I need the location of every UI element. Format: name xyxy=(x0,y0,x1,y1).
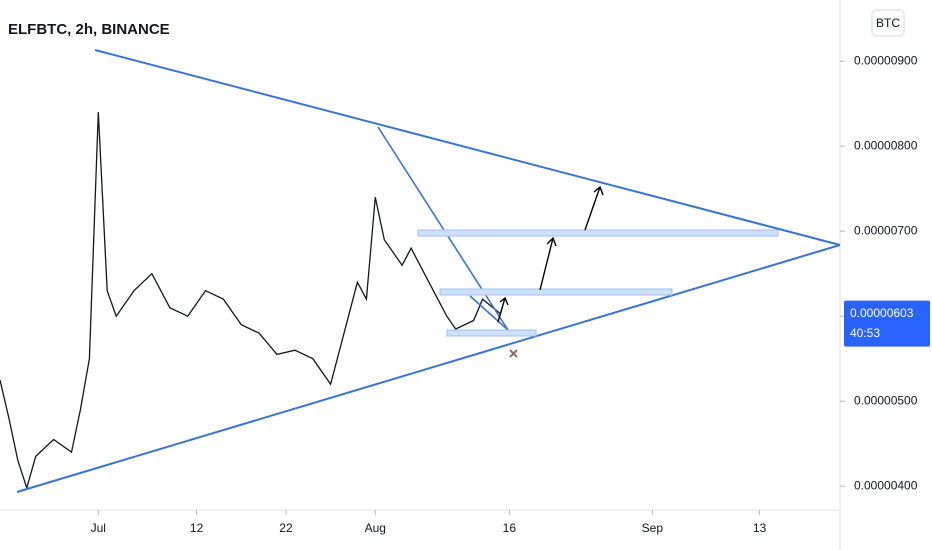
zone xyxy=(417,229,779,237)
arrow xyxy=(584,185,604,231)
x-tick-label: 12 xyxy=(190,521,204,535)
x-tick-label: 16 xyxy=(503,521,517,535)
zone xyxy=(439,288,673,296)
currency-button[interactable] xyxy=(871,9,905,37)
x-tick-label: 13 xyxy=(753,521,767,535)
drawings xyxy=(16,49,841,493)
x-tick-label: Jul xyxy=(91,521,106,535)
x-tick-label: Aug xyxy=(365,521,386,535)
arrows xyxy=(497,185,604,323)
y-tick-label: 0.00000500 xyxy=(854,393,918,407)
y-tick-label: 0.00000800 xyxy=(854,138,918,152)
lower-trendline xyxy=(16,244,841,493)
countdown: 40:53 xyxy=(850,326,880,340)
currency-button-label[interactable]: BTC xyxy=(876,16,900,30)
current-price-label: 0.00000603 xyxy=(850,306,914,320)
y-tick-label: 0.00000700 xyxy=(854,223,918,237)
x-marker xyxy=(509,349,518,358)
y-tick-label: 0.00000900 xyxy=(854,53,918,67)
current-price-box xyxy=(844,300,930,347)
zone xyxy=(446,329,537,337)
trend-segment xyxy=(377,126,509,331)
chart-title: ELFBTC, 2h, BINANCE xyxy=(8,21,170,38)
x-tick-label: Sep xyxy=(642,521,664,535)
y-tick-label: 0.00000400 xyxy=(854,478,918,492)
x-tick-label: 22 xyxy=(279,521,293,535)
arrow xyxy=(497,296,509,323)
price-line xyxy=(0,112,501,491)
trend-segment xyxy=(469,295,509,331)
arrow xyxy=(539,236,557,291)
upper-trendline xyxy=(94,49,841,246)
